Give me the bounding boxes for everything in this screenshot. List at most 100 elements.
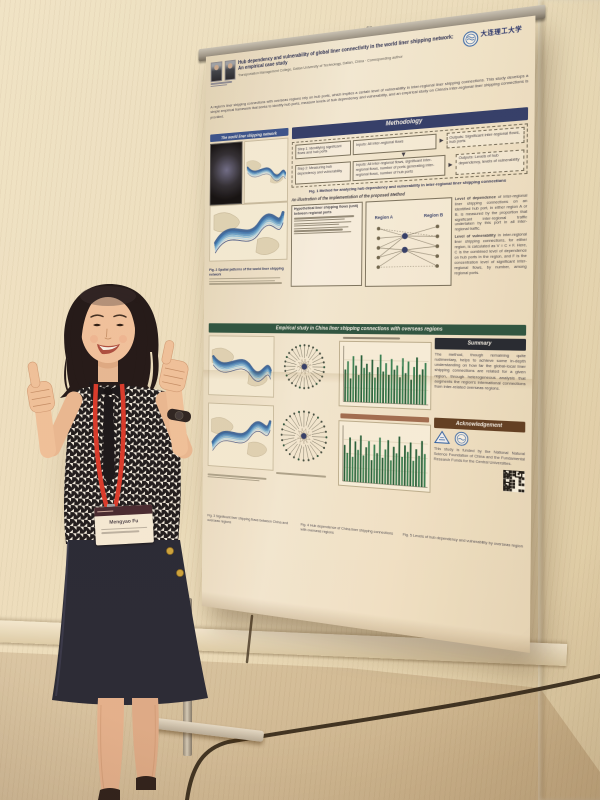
node: [284, 360, 287, 363]
node: [324, 441, 327, 445]
node: [303, 344, 306, 347]
spoke: [307, 445, 313, 459]
spoke: [300, 376, 302, 387]
node: [288, 352, 291, 355]
arrow-right-icon: [448, 162, 453, 167]
spoke: [312, 421, 322, 430]
bar: [365, 363, 368, 403]
spoke: [282, 437, 294, 441]
qr-module: [512, 482, 516, 486]
summary-header: Summary: [434, 338, 527, 351]
node: [298, 411, 300, 414]
spoke: [290, 444, 298, 455]
node: [299, 344, 302, 348]
bar: [343, 444, 346, 481]
bar: [417, 455, 420, 487]
spoke: [287, 370, 297, 376]
spoke: [312, 437, 327, 438]
node: [312, 346, 315, 349]
flow-map: [209, 201, 288, 263]
bar: [418, 374, 421, 405]
bow-tie: [89, 382, 127, 487]
spoke: [299, 412, 302, 426]
spoke: [306, 376, 309, 388]
node: [307, 459, 310, 462]
bar: [381, 457, 384, 484]
flow-map: [243, 137, 289, 205]
node: [320, 451, 323, 454]
bar: [412, 460, 415, 487]
node: [312, 457, 315, 461]
bar: [407, 361, 410, 404]
bar: [409, 442, 412, 486]
thumbs-up-right: [158, 340, 189, 393]
node: [324, 430, 327, 434]
leg-right: [132, 698, 159, 782]
bar: [379, 354, 382, 403]
diagram-links: [378, 226, 437, 267]
acknowledgement-text: This study is funded by the National Nat…: [433, 446, 526, 466]
node: [281, 428, 284, 431]
bar: [344, 369, 347, 402]
node: [322, 371, 325, 374]
university-emblem-icon: [454, 431, 469, 446]
bar: [346, 360, 349, 402]
arrow-right-icon: [439, 138, 444, 144]
node: [323, 446, 326, 450]
node: [283, 365, 286, 368]
spoke: [312, 431, 326, 435]
node: [294, 346, 297, 349]
author-name-line: [210, 83, 228, 88]
qr-module: [503, 478, 506, 482]
node: [307, 344, 310, 348]
bar: [390, 358, 393, 404]
qr-module: [512, 485, 516, 489]
bar: [378, 437, 381, 484]
leg-left: [97, 698, 124, 794]
bar: [400, 456, 403, 486]
qr-module: [521, 482, 525, 486]
author-photo: [224, 59, 236, 81]
bar: [355, 365, 357, 402]
network-graph-image: [209, 141, 243, 207]
flow-step2-inputs: Inputs: All inter-regional flows, signif…: [352, 154, 446, 181]
bar: [387, 374, 390, 403]
bar-charts-column: [337, 337, 432, 532]
node: [297, 458, 300, 461]
radial-diagrams-column: [276, 336, 337, 523]
bar: [371, 359, 374, 403]
bar: [382, 371, 385, 403]
node: [323, 366, 326, 369]
bar: [420, 440, 423, 487]
bar: [352, 356, 355, 403]
node: [282, 423, 285, 426]
region-b-label: Region B: [424, 212, 443, 218]
bar-chart-dependency: [338, 340, 432, 410]
bar: [403, 444, 406, 486]
bar: [423, 453, 426, 487]
spoke: [308, 376, 313, 387]
node: [321, 375, 324, 378]
wrist-watch: [167, 408, 192, 423]
bar-chart-vulnerability: [337, 419, 432, 493]
region-a-label: Region A: [375, 214, 393, 220]
spoke: [312, 371, 322, 376]
badge-text-line: [101, 526, 148, 530]
arm-right: [155, 340, 193, 459]
spoke: [290, 416, 299, 429]
network-column: The world liner shipping network Fig. 2 …: [209, 127, 289, 320]
diagram-hub-nodes: [401, 232, 408, 253]
node: [302, 459, 305, 462]
node: [311, 385, 314, 388]
node: [294, 384, 297, 388]
node: [325, 436, 328, 439]
bar: [384, 362, 387, 403]
bar: [360, 354, 363, 402]
spoke: [299, 445, 302, 459]
continent: [247, 442, 267, 458]
node: [322, 361, 325, 364]
poster-main-lower: Summary The method, though remaining qui…: [207, 335, 527, 542]
author-photo: [210, 61, 222, 83]
spoke: [285, 362, 296, 365]
spoke: [284, 439, 297, 447]
